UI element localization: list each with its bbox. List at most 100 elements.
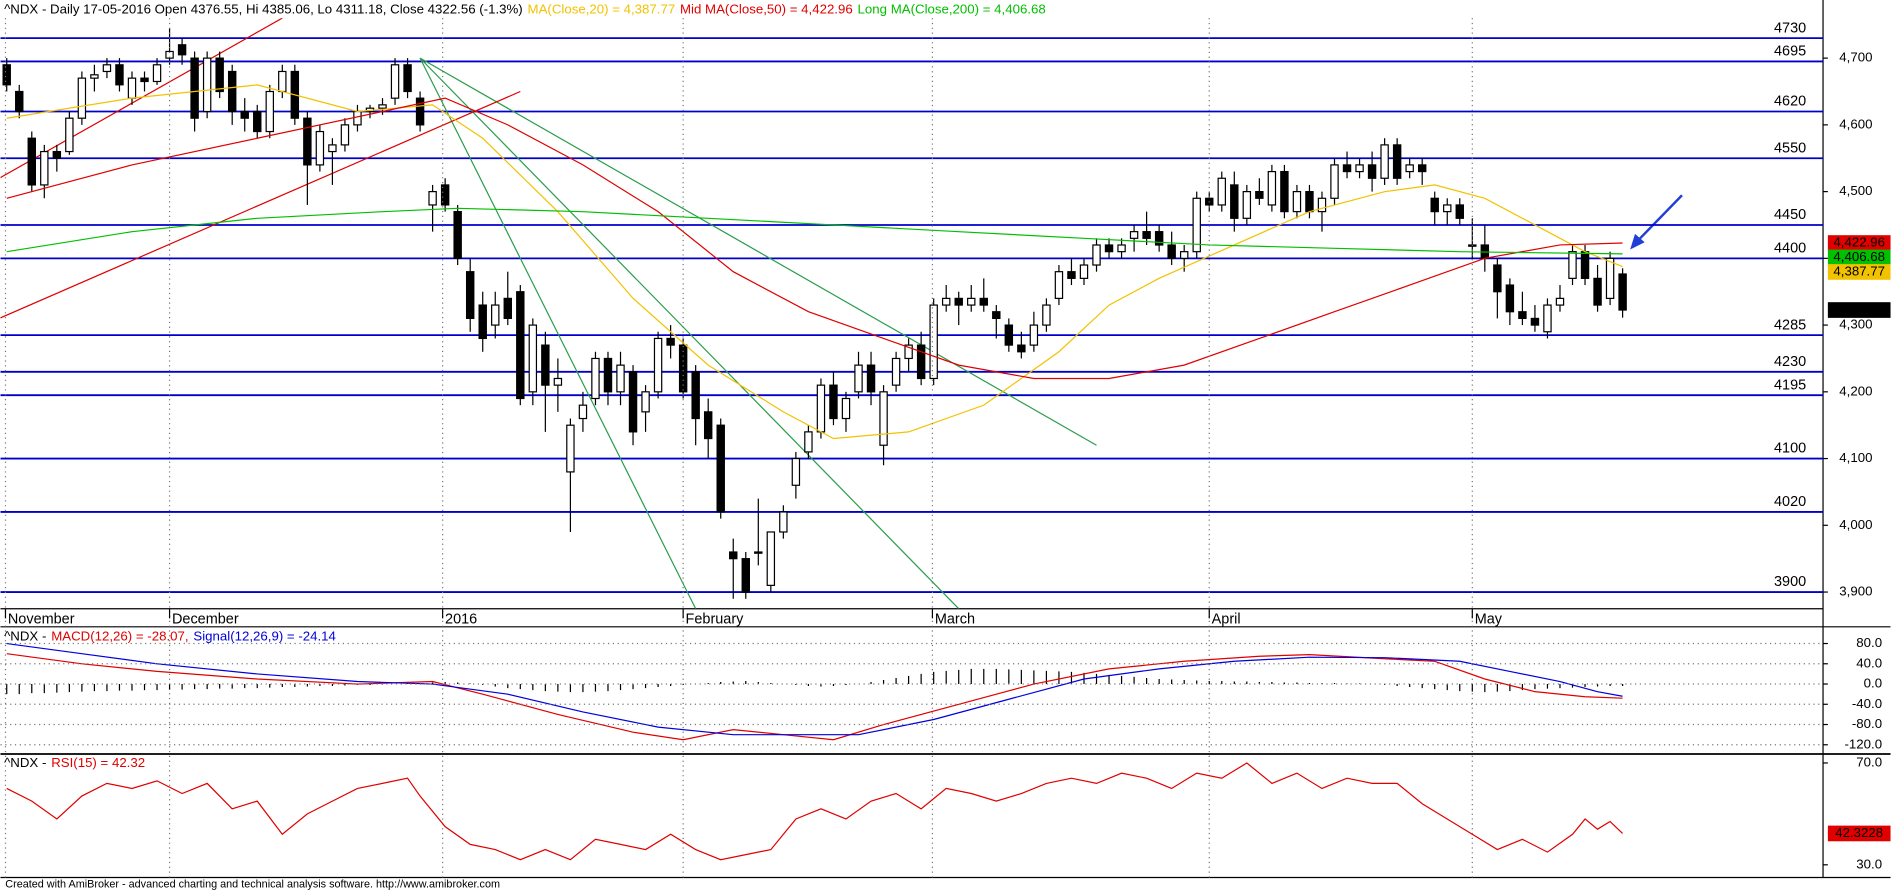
footer: Created with AmiBroker - advanced charti… <box>5 879 500 891</box>
candle-body <box>140 77 149 83</box>
series-line <box>6 207 1623 255</box>
candle-body <box>528 324 538 393</box>
candle-body <box>1380 144 1389 179</box>
plot-area <box>6 762 1623 861</box>
trend-line <box>419 57 1097 446</box>
level-label: 4450 <box>1774 207 1806 223</box>
level-label: 4285 <box>1774 317 1806 333</box>
candle-body <box>1493 264 1502 293</box>
candle-body <box>27 137 36 186</box>
y-tick-label: 4,500 <box>1839 183 1872 198</box>
candle-body <box>165 50 174 59</box>
candle-body <box>766 531 776 586</box>
candle-body <box>177 44 187 56</box>
candle-body <box>678 344 688 393</box>
candle-body <box>190 57 199 119</box>
series-line <box>6 642 1623 736</box>
plot-area <box>6 642 1624 741</box>
candle-body <box>1580 251 1590 279</box>
candle-body <box>127 77 137 99</box>
pane-header: ^NDX - MACD(12,26) = -28.07, Signal(12,26,… <box>4 628 336 643</box>
candle-body <box>866 364 876 393</box>
candle-body <box>1330 164 1339 199</box>
candle-body <box>478 304 487 340</box>
candle-body <box>265 90 274 133</box>
candle-body <box>979 297 988 306</box>
trend-line <box>0 90 521 319</box>
x-tick-label: December <box>172 611 239 627</box>
candle-body <box>1017 344 1026 353</box>
candle-body <box>716 424 725 513</box>
candle-body <box>816 384 826 433</box>
level-label: 4400 <box>1774 241 1806 257</box>
candle-body <box>1267 170 1277 206</box>
value-flag <box>1827 235 1891 251</box>
candle-body <box>1292 191 1302 213</box>
candle-body <box>1092 244 1101 266</box>
candle-body <box>328 144 337 153</box>
candle-body <box>2 64 11 86</box>
value-flag <box>1827 264 1891 280</box>
candle-body <box>603 357 613 393</box>
candle-body <box>879 391 888 446</box>
candle-body <box>1054 271 1064 299</box>
candle-body <box>1217 177 1226 206</box>
pane-title: ^NDX - <box>4 755 46 770</box>
y-tick-label: 4,000 <box>1839 517 1872 532</box>
candle-body <box>841 397 851 420</box>
candle-body <box>453 211 462 259</box>
candle-body <box>691 371 700 420</box>
x-tick-label: April <box>1212 611 1241 627</box>
y-tick-label: 0.0 <box>1864 676 1882 691</box>
candle-body <box>1142 231 1151 239</box>
candle-body <box>491 304 500 326</box>
value-flag-label: 4,387.77 <box>1833 263 1885 278</box>
level-label: 4020 <box>1774 494 1806 510</box>
candle-body <box>1004 324 1014 346</box>
trend-line <box>419 57 960 609</box>
candle-body <box>215 57 224 93</box>
level-label: 4550 <box>1774 140 1806 156</box>
candle-body <box>1455 204 1464 219</box>
candle-body <box>1342 164 1352 173</box>
candle-body <box>1117 244 1126 253</box>
pane-header: ^NDX - Daily 17-05-2016 Open 4376.55, Hi… <box>4 1 1046 16</box>
candle-body <box>653 337 663 393</box>
legend-entry: Mid MA(Close,50) = 4,422.96 <box>680 1 853 16</box>
candle-body <box>754 551 763 554</box>
candle-body <box>15 90 24 113</box>
y-tick-label: 4,300 <box>1839 317 1872 332</box>
candle-body <box>152 64 162 83</box>
x-tick-label: March <box>935 611 975 627</box>
plot-area <box>0 18 1824 609</box>
legend-entry: Long MA(Close,200) = 4,406.68 <box>858 1 1046 16</box>
candle-body <box>253 110 262 133</box>
candle-body <box>553 377 563 386</box>
y-tick-label: 30.0 <box>1856 856 1882 871</box>
candle-body <box>240 110 249 119</box>
pane-title: ^NDX - Daily 17-05-2016 Open 4376.55, Hi… <box>4 1 523 16</box>
candle-body <box>1317 197 1327 213</box>
candle-body <box>541 344 550 386</box>
value-flag <box>1827 302 1891 318</box>
candle-body <box>1605 257 1615 299</box>
y-tick-label: 3,900 <box>1839 584 1872 599</box>
candle-body <box>1355 164 1364 173</box>
candle-body <box>791 457 801 486</box>
y-tick-label: 4,200 <box>1839 383 1872 398</box>
level-label: 4230 <box>1774 354 1806 370</box>
candle-body <box>591 357 600 400</box>
candle-body <box>278 70 287 93</box>
candle-body <box>503 297 512 320</box>
candle-body <box>90 74 99 79</box>
candle-body <box>1067 271 1076 279</box>
candle-body <box>1518 311 1527 320</box>
candle-body <box>1392 144 1402 179</box>
candle-body <box>1555 297 1565 306</box>
y-tick-label: 70.0 <box>1856 754 1882 769</box>
value-flag <box>1827 249 1891 266</box>
series-line <box>6 97 1623 380</box>
candle-body <box>804 431 813 453</box>
